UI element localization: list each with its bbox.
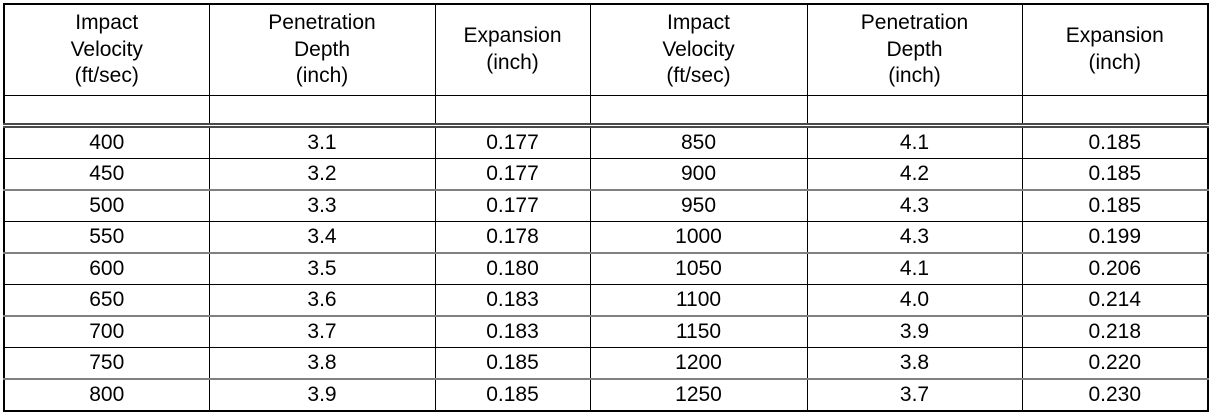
table-cell: 0.177 <box>434 189 591 222</box>
table-cell: 0.199 <box>1021 221 1209 254</box>
column-header-penetration-depth-right: Penetration Depth (inch) <box>806 3 1023 96</box>
table-cell: 1250 <box>589 378 808 412</box>
table-cell: 1000 <box>589 221 808 254</box>
table-cell: 1150 <box>589 315 808 348</box>
table-cell: 550 <box>3 221 210 254</box>
table-cell: 4.1 <box>806 252 1023 285</box>
table-cell: 3.4 <box>208 221 436 254</box>
column-header-expansion-left: Expansion (inch) <box>434 3 591 96</box>
table-cell: 750 <box>3 347 210 380</box>
column-header-impact-velocity-right: Impact Velocity (ft/sec) <box>589 3 808 96</box>
table-cell: 0.183 <box>434 315 591 348</box>
table-cell: 450 <box>3 158 210 191</box>
table-cell: 600 <box>3 252 210 285</box>
table-cell: 0.214 <box>1021 284 1209 317</box>
table-cell: 0.185 <box>434 347 591 380</box>
table-cell: 4.0 <box>806 284 1023 317</box>
table-cell: 0.183 <box>434 284 591 317</box>
table-row: 700 3.7 0.183 1150 3.9 0.218 <box>3 315 1209 348</box>
table-cell: 0.220 <box>1021 347 1209 380</box>
table-cell: 0.180 <box>434 252 591 285</box>
table-cell: 0.185 <box>1021 158 1209 191</box>
table-cell: 700 <box>3 315 210 348</box>
table-cell: 3.7 <box>806 378 1023 412</box>
table-row: 800 3.9 0.185 1250 3.7 0.230 <box>3 378 1209 412</box>
spacer-cell <box>434 95 591 126</box>
table-cell: 650 <box>3 284 210 317</box>
table-cell: 3.9 <box>806 315 1023 348</box>
table-cell: 3.3 <box>208 189 436 222</box>
table-cell: 400 <box>3 123 210 159</box>
table-cell: 3.8 <box>208 347 436 380</box>
table-cell: 850 <box>589 123 808 159</box>
spacer-cell <box>208 95 436 126</box>
table-body: 400 3.1 0.177 850 4.1 0.185 450 3.2 0.17… <box>3 95 1209 412</box>
table-row: 750 3.8 0.185 1200 3.8 0.220 <box>3 347 1209 380</box>
table-cell: 3.2 <box>208 158 436 191</box>
table-cell: 0.177 <box>434 158 591 191</box>
header-row: Impact Velocity (ft/sec) Penetration Dep… <box>3 3 1209 96</box>
table-row: 600 3.5 0.180 1050 4.1 0.206 <box>3 252 1209 285</box>
spacer-row <box>3 95 1209 126</box>
table-cell: 3.9 <box>208 378 436 412</box>
table-cell: 900 <box>589 158 808 191</box>
column-header-expansion-right: Expansion (inch) <box>1021 3 1209 96</box>
table-cell: 0.185 <box>434 378 591 412</box>
table-cell: 950 <box>589 189 808 222</box>
table-cell: 0.185 <box>1021 189 1209 222</box>
table-cell: 0.177 <box>434 123 591 159</box>
table-cell: 500 <box>3 189 210 222</box>
spacer-cell <box>589 95 808 126</box>
table-cell: 3.1 <box>208 123 436 159</box>
table-row: 400 3.1 0.177 850 4.1 0.185 <box>3 123 1209 159</box>
table-cell: 1100 <box>589 284 808 317</box>
table-cell: 3.5 <box>208 252 436 285</box>
spacer-cell <box>1021 95 1209 126</box>
table-cell: 0.185 <box>1021 123 1209 159</box>
spacer-cell <box>3 95 210 126</box>
table-cell: 0.230 <box>1021 378 1209 412</box>
table-cell: 4.3 <box>806 189 1023 222</box>
table-row: 450 3.2 0.177 900 4.2 0.185 <box>3 158 1209 191</box>
column-header-impact-velocity-left: Impact Velocity (ft/sec) <box>3 3 210 96</box>
column-header-penetration-depth-left: Penetration Depth (inch) <box>208 3 436 96</box>
table-cell: 3.8 <box>806 347 1023 380</box>
table-cell: 4.1 <box>806 123 1023 159</box>
table-cell: 0.206 <box>1021 252 1209 285</box>
table-cell: 0.218 <box>1021 315 1209 348</box>
ballistics-data-table: Impact Velocity (ft/sec) Penetration Dep… <box>3 3 1209 412</box>
table-cell: 1200 <box>589 347 808 380</box>
table-cell: 1050 <box>589 252 808 285</box>
table-cell: 3.7 <box>208 315 436 348</box>
table-cell: 800 <box>3 378 210 412</box>
table-row: 650 3.6 0.183 1100 4.0 0.214 <box>3 284 1209 317</box>
spacer-cell <box>806 95 1023 126</box>
table-row: 500 3.3 0.177 950 4.3 0.185 <box>3 189 1209 222</box>
table-header: Impact Velocity (ft/sec) Penetration Dep… <box>3 3 1209 96</box>
table-cell: 4.2 <box>806 158 1023 191</box>
table-cell: 3.6 <box>208 284 436 317</box>
table-cell: 0.178 <box>434 221 591 254</box>
table-cell: 4.3 <box>806 221 1023 254</box>
table-row: 550 3.4 0.178 1000 4.3 0.199 <box>3 221 1209 254</box>
